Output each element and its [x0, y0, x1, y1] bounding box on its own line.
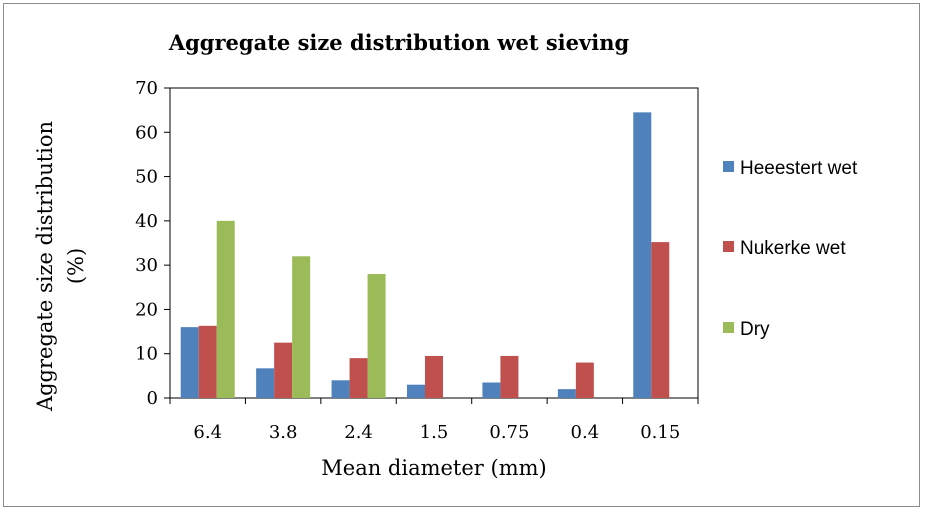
y-tick-label: 70 [135, 78, 158, 99]
x-tick-label: 3.8 [269, 422, 298, 443]
bar-heeestert-wet-6_4 [180, 327, 199, 398]
y-tick-label: 20 [135, 299, 158, 320]
y-tick-label: 10 [135, 344, 158, 365]
bar-dry-3_8 [292, 256, 311, 398]
legend-swatch [723, 322, 734, 333]
bar-nukerke-wet-1_5 [425, 355, 443, 398]
y-axis-ticks: 0 10 20 30 40 50 60 70 [135, 78, 170, 409]
x-tick-label: 0.75 [489, 422, 529, 443]
y-axis-label-line-1: Aggregate size distribution [33, 121, 57, 412]
x-tick-label: 0.4 [571, 422, 600, 443]
x-axis-label: Mean diameter (mm) [321, 456, 546, 480]
bar-dry-6_4 [216, 220, 235, 398]
chart-title: Aggregate size distribution wet sieving [168, 30, 630, 55]
x-axis-ticks: 6.4 3.8 2.4 1.5 0.75 0.4 0.15 [169, 398, 699, 443]
y-tick-label: 60 [135, 122, 158, 143]
bar-nukerke-wet-3_8 [274, 342, 293, 398]
y-tick-label: 50 [135, 167, 158, 188]
bar-nukerke-wet-2_4 [349, 358, 368, 398]
x-tick-label: 2.4 [344, 422, 373, 443]
legend-label: Nukerke wet [740, 238, 846, 259]
bar-nukerke-wet-0_75 [500, 355, 519, 398]
x-tick-label: 1.5 [420, 422, 449, 443]
legend-swatch [723, 161, 734, 172]
bar-nukerke-wet-0_15 [651, 242, 670, 398]
plot-area [169, 87, 699, 399]
chart-frame [3, 3, 920, 507]
bar-heeestert-wet-1_5 [407, 384, 425, 398]
bar-nukerke-wet-0_4 [575, 362, 594, 398]
bar-heeestert-wet-0_75 [482, 382, 501, 398]
bars [180, 112, 670, 398]
legend-swatch [723, 241, 734, 252]
legend: Heeestert wet Nukerke wet Dry [723, 158, 858, 340]
y-tick-label: 40 [135, 211, 158, 232]
y-axis-label-line-2: (%) [64, 248, 88, 284]
x-tick-label: 6.4 [193, 422, 222, 443]
bar-heeestert-wet-0_15 [633, 112, 652, 398]
y-tick-label: 0 [147, 388, 158, 409]
bar-dry-2_4 [367, 274, 386, 398]
bar-nukerke-wet-6_4 [198, 325, 217, 398]
bar-heeestert-wet-0_4 [557, 389, 576, 398]
legend-label: Heeestert wet [740, 158, 858, 179]
bar-heeestert-wet-3_8 [256, 368, 275, 398]
legend-label: Dry [740, 319, 770, 340]
y-axis-label: Aggregate size distribution (%) [33, 121, 88, 412]
y-tick-label: 30 [135, 255, 158, 276]
x-tick-label: 0.15 [640, 422, 680, 443]
bar-heeestert-wet-2_4 [331, 380, 350, 398]
